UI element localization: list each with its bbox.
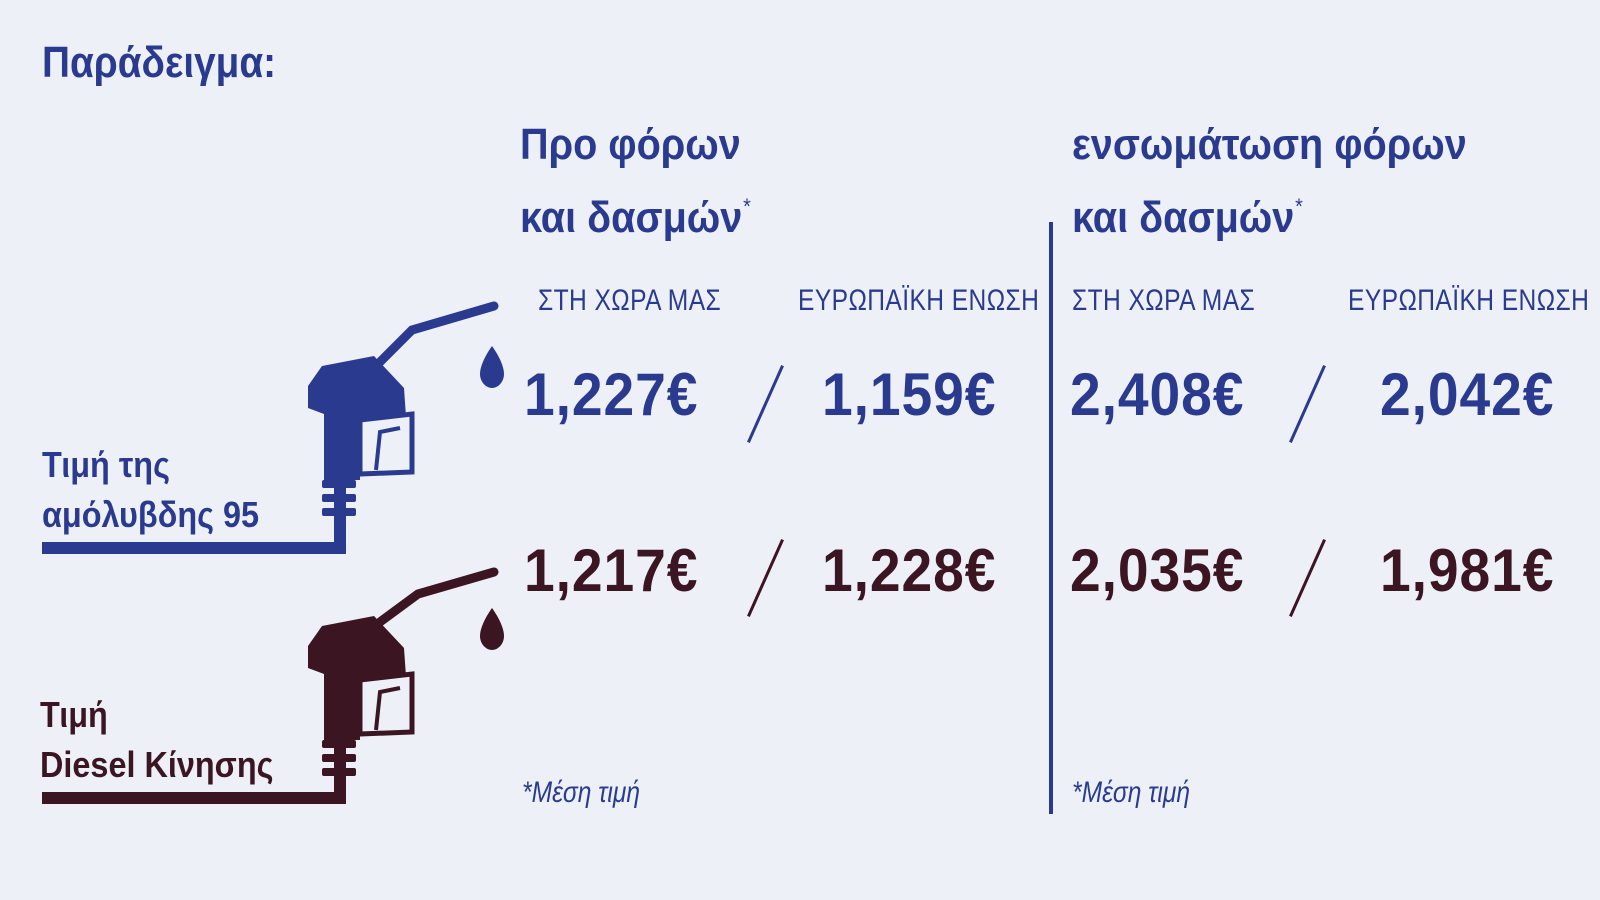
fuel-label-diesel: Τιμή Diesel Κίνησης xyxy=(40,690,273,790)
column-heading-before-tax: Προ φόρων και δασμών* xyxy=(520,114,751,249)
page-title: Παράδειγμα: xyxy=(42,38,277,87)
fuel-label-line2: Diesel Κίνησης xyxy=(40,744,274,785)
column-heading-line1: Προ φόρων xyxy=(520,120,741,169)
fuel-label-line1: Τιμή της xyxy=(42,444,170,485)
price-diesel-eu-pretax: 1,228€ xyxy=(822,537,997,604)
footnote-average-price: *Μέση τιμή xyxy=(1072,776,1191,809)
subheader-our-country: ΣΤΗ ΧΩΡΑ ΜΑΣ xyxy=(538,284,722,317)
price-unleaded-local-taxed: 2,408€ xyxy=(1070,361,1245,428)
price-diesel-local-taxed: 2,035€ xyxy=(1070,537,1245,604)
subheader-european-union: ΕΥΡΩΠΑΪΚΗ ΕΝΩΣΗ xyxy=(798,284,1040,317)
slash-separator xyxy=(1289,365,1326,443)
subheader-european-union: ΕΥΡΩΠΑΪΚΗ ΕΝΩΣΗ xyxy=(1348,284,1590,317)
price-unleaded-eu-pretax: 1,159€ xyxy=(822,361,997,428)
column-heading-with-tax: ενσωμάτωση φόρων και δασμών* xyxy=(1072,114,1467,249)
price-unleaded-eu-taxed: 2,042€ xyxy=(1380,361,1555,428)
slash-separator xyxy=(747,539,784,617)
column-divider xyxy=(1049,222,1053,814)
price-diesel-local-pretax: 1,217€ xyxy=(524,537,699,604)
price-diesel-eu-taxed: 1,981€ xyxy=(1380,537,1555,604)
fuel-label-line2: αμόλυβδης 95 xyxy=(42,494,260,535)
price-unleaded-local-pretax: 1,227€ xyxy=(524,361,699,428)
column-heading-line1: ενσωμάτωση φόρων xyxy=(1072,120,1467,169)
fuel-pump-icon xyxy=(42,567,504,804)
slash-separator xyxy=(747,365,784,443)
slash-separator xyxy=(1289,539,1326,617)
footnote-average-price: *Μέση τιμή xyxy=(522,776,641,809)
fuel-label-unleaded: Τιμή της αμόλυβδης 95 xyxy=(42,440,259,540)
asterisk: * xyxy=(1295,194,1303,219)
fuel-pump-icon xyxy=(42,301,504,554)
subheader-our-country: ΣΤΗ ΧΩΡΑ ΜΑΣ xyxy=(1072,284,1256,317)
asterisk: * xyxy=(743,194,751,219)
column-heading-line2: και δασμών* xyxy=(520,193,751,242)
fuel-label-line1: Τιμή xyxy=(40,694,108,735)
column-heading-line2: και δασμών* xyxy=(1072,193,1303,242)
